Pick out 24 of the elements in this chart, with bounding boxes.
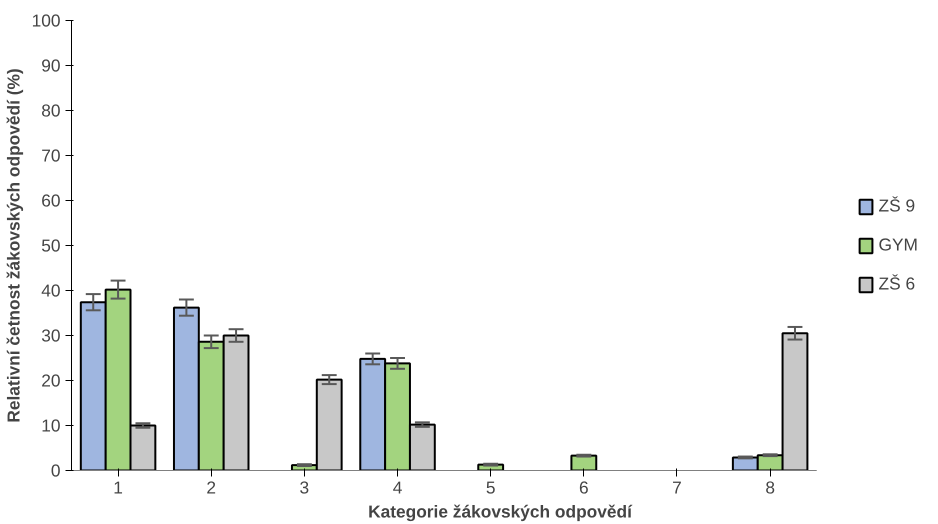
legend-label: ZŠ 9 bbox=[878, 196, 916, 216]
y-tick-label: 60 bbox=[41, 190, 61, 210]
y-tick-label: 10 bbox=[41, 416, 61, 436]
x-axis-title: Kategorie žákovských odpovědí bbox=[368, 502, 634, 522]
y-tick-label: 80 bbox=[41, 100, 61, 120]
x-tick-label: 4 bbox=[392, 478, 403, 498]
x-tick-label: 5 bbox=[486, 478, 496, 498]
y-tick-label: 30 bbox=[41, 326, 61, 346]
legend-label: ZŠ 6 bbox=[878, 274, 916, 294]
y-tick-label: 100 bbox=[32, 10, 61, 30]
legend-label: GYM bbox=[878, 234, 918, 256]
x-tick-label: 7 bbox=[672, 478, 682, 498]
y-tick-label: 40 bbox=[41, 280, 61, 300]
y-tick-label: 0 bbox=[50, 460, 61, 480]
x-tick-label: 1 bbox=[113, 478, 123, 498]
y-tick-label: 50 bbox=[41, 236, 61, 256]
x-tick-label: 3 bbox=[300, 478, 310, 498]
y-tick-label: 20 bbox=[41, 370, 61, 390]
y-tick-label: 90 bbox=[41, 56, 61, 76]
y-axis-title: Relativní četnost žákovských odpovědí (%) bbox=[4, 68, 24, 423]
x-tick-label: 6 bbox=[579, 478, 589, 498]
y-tick-label: 70 bbox=[41, 146, 61, 166]
x-tick-label: 8 bbox=[765, 478, 775, 498]
x-tick-label: 2 bbox=[206, 478, 216, 498]
